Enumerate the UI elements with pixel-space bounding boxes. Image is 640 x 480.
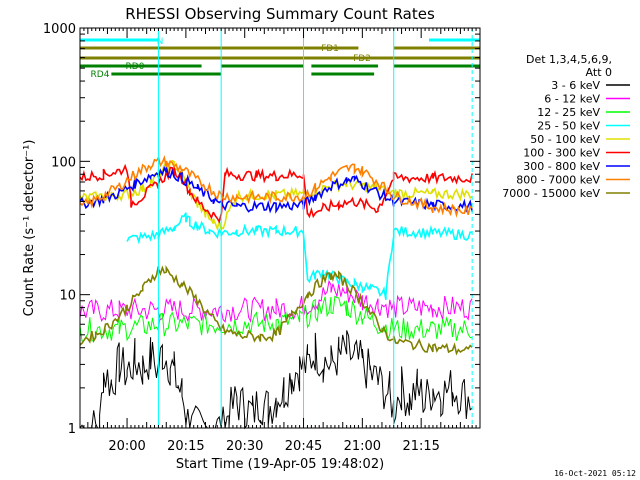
legend-label: 12 - 25 keV <box>537 106 600 119</box>
chart-title: RHESSI Observing Summary Count Rates <box>125 5 435 23</box>
x-tick-label: 20:45 <box>285 439 322 454</box>
series-line-300-800-kev <box>79 165 473 214</box>
y-tick-label: 1 <box>68 422 76 437</box>
series-line-25-50-kev <box>126 212 473 300</box>
series-line-3-6-kev <box>79 330 473 430</box>
y-tick-label: 1000 <box>43 22 76 37</box>
legend-label: 50 - 100 keV <box>530 133 600 146</box>
x-tick-label: 21:00 <box>344 439 381 454</box>
flag-label-n: N <box>157 37 164 47</box>
legend-label: 300 - 800 keV <box>523 160 600 173</box>
series-line-100-300-kev <box>79 163 473 224</box>
legend-label: 25 - 50 keV <box>537 120 600 133</box>
y-ticks: 1 10 100 1000 <box>43 22 480 437</box>
series-line-800-7000-kev <box>79 154 473 218</box>
legend-label: 7000 - 15000 keV <box>502 187 600 200</box>
x-tick-label: 20:30 <box>226 439 263 454</box>
series-line-6-12-kev <box>79 279 473 324</box>
legend-label: 6 - 12 keV <box>544 93 600 106</box>
series-lines <box>79 154 473 430</box>
legend-label: 3 - 6 keV <box>551 79 600 92</box>
x-axis-label: Start Time (19-Apr-05 19:48:02) <box>176 457 384 472</box>
flag-label-fd1: FD1 <box>321 44 339 54</box>
y-tick-label: 100 <box>51 155 76 170</box>
legend-label: 100 - 300 keV <box>523 147 600 160</box>
x-ticks: 20:00 20:15 20:30 20:45 21:00 21:15 <box>79 28 481 454</box>
legend-header: Att 0 <box>586 66 612 79</box>
x-tick-label: 20:00 <box>108 439 145 454</box>
x-tick-label: 20:15 <box>167 439 204 454</box>
legend-label: 800 - 7000 keV <box>516 174 600 187</box>
flag-label-rd4: RD4 <box>91 70 110 80</box>
y-tick-label: 10 <box>59 289 76 304</box>
footer-stamp: 16-Oct-2021 05:12 <box>554 469 636 478</box>
flag-label-rd0: RD0 <box>126 62 145 72</box>
y-axis-label: Count Rate (s⁻¹ detector⁻¹) <box>22 140 37 317</box>
series-line-7000-15000-kev <box>79 264 473 356</box>
x-tick-label: 21:15 <box>402 439 439 454</box>
flag-label-fd2: FD2 <box>353 54 371 64</box>
observing-flags: N FD1 FD2 RD0 RD4 <box>80 37 480 80</box>
legend-header: Det 1,3,4,5,6,9, <box>526 53 612 66</box>
